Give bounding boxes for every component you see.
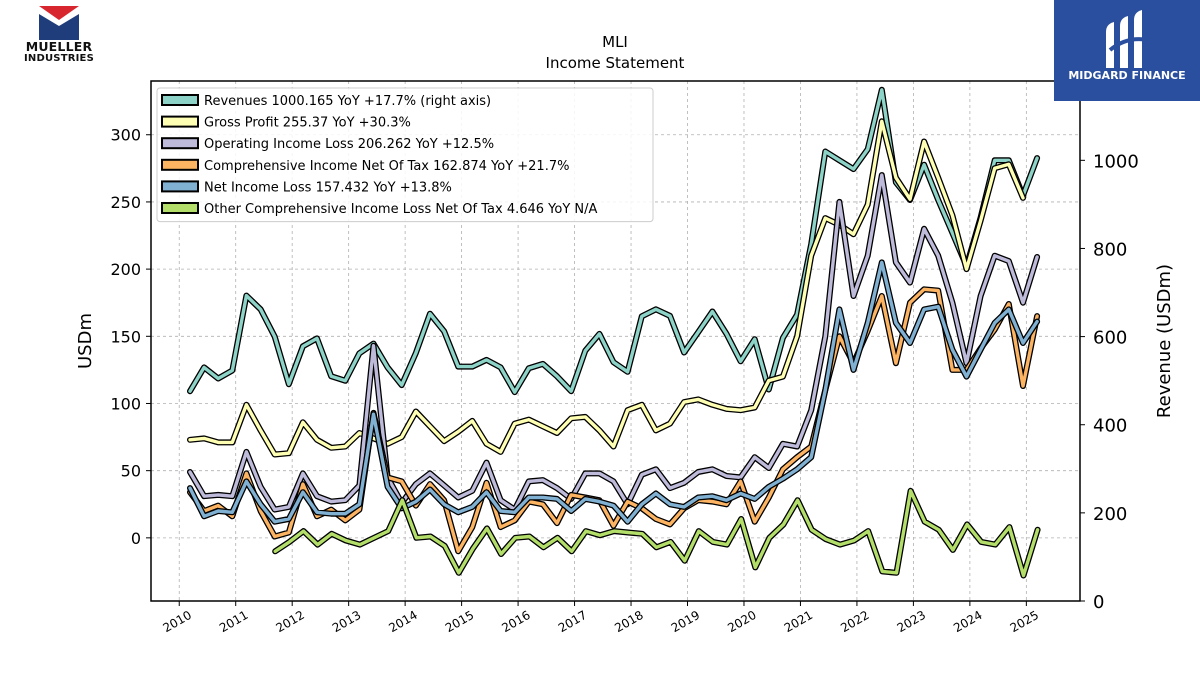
legend-box [156,87,654,223]
plot-frame [150,80,1081,602]
logo-word-1: MUELLER [25,39,93,54]
mueller-emblem-icon [39,6,79,40]
series-line [188,260,1039,524]
logo-word-2: INDUSTRIES [24,53,94,64]
series-lines [187,86,1041,579]
legend-label: Other Comprehensive Income Loss Net Of T… [204,202,598,217]
y-tick-label: 150 [110,327,141,346]
y-right-tick-label: 400 [1093,416,1127,437]
y-tick-label: 300 [110,126,141,145]
x-tick-label: 2022 [838,608,871,635]
midgard-brand-text: MIDGARD FINANCE [1068,69,1186,82]
legend-swatch [161,115,199,128]
chart-subtitle: Income Statement [546,54,685,72]
y-tick-label: 250 [110,193,141,212]
x-tick-label: 2016 [499,608,532,635]
series-comprehensive-income-net-of-tax [187,286,1041,555]
y-tick-label: 100 [110,394,141,413]
chart-title: MLI [602,33,628,51]
x-tick-label: 2015 [443,608,476,635]
x-tick-label: 2025 [1008,608,1041,635]
series-line [273,489,1040,578]
legend: Revenues 1000.165 YoY +17.7% (right axis… [156,87,654,223]
x-tick-label: 2020 [725,608,758,635]
legend-label: Net Income Loss 157.432 YoY +13.8% [204,180,452,195]
x-tick-label: 2023 [895,608,928,635]
series-line [188,287,1039,553]
x-tick-label: 2014 [386,608,419,635]
x-tick-label: 2024 [951,608,984,635]
mueller-logo: MUELLER INDUSTRIES [18,6,100,66]
legend-label: Operating Income Loss 206.262 YoY +12.5% [204,137,494,152]
y-axis-right-label: Revenue (USDm) [1154,264,1175,418]
y-tick-label: 50 [121,462,141,481]
legend-label: Revenues 1000.165 YoY +17.7% (right axis… [204,94,491,109]
legend-swatch [161,137,199,150]
y-right-tick-label: 1000 [1093,151,1139,172]
x-tick-label: 2010 [161,608,194,635]
series-operating-income-loss [187,172,1041,513]
x-tick-label: 2019 [669,608,702,635]
x-tick-label: 2021 [782,608,815,635]
legend-label: Gross Profit 255.37 YoY +30.3% [204,116,411,131]
legend-swatch [161,94,199,106]
y-right-tick-label: 800 [1093,239,1127,260]
legend-swatch [161,158,199,171]
legend-swatch [161,180,199,193]
legend-swatch [161,202,199,214]
midgard-logo: MIDGARD FINANCE [1054,0,1200,101]
x-tick-label: 2018 [612,608,645,635]
legend-label: Comprehensive Income Net Of Tax 162.874 … [204,159,569,174]
y-tick-label: 200 [110,260,141,279]
midgard-glyph-icon [1106,10,1149,68]
y-tick-label: 0 [131,529,141,548]
series-line [188,173,1039,512]
x-tick-label: 2011 [217,608,250,635]
y-right-tick-label: 600 [1093,328,1127,349]
x-tick-label: 2017 [556,608,589,635]
series-net-income-loss [187,259,1041,525]
y-right-tick-label: 0 [1093,592,1104,613]
x-tick-label: 2013 [330,608,363,635]
series-line [188,119,1025,457]
series-outline [272,487,1041,579]
x-tick-label: 2012 [273,608,306,635]
y-right-tick-label: 200 [1093,504,1127,525]
series-other-comprehensive-income-loss-net-of-tax [272,487,1041,579]
series-gross-profit [187,118,1026,458]
y-axis-label: USDm [75,313,96,369]
